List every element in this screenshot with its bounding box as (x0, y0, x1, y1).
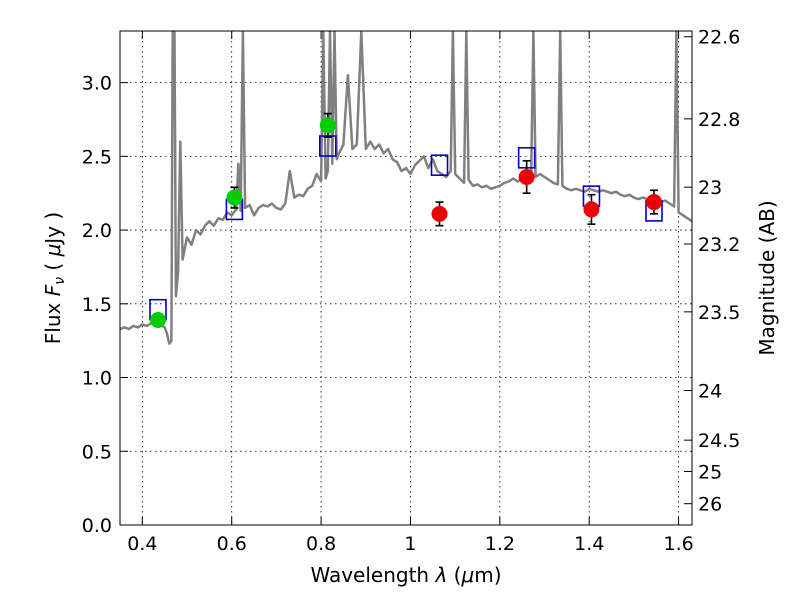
model-spectrum-line (120, 31, 692, 345)
model-photometry-box (430, 154, 449, 176)
axis-ticks: 0.4 0.6 0.8 1 1.2 1.4 1.6 0.0 0.5 1.0 1.5 2.0 2.5 3.0… (82, 27, 741, 555)
x-tick-label: 1.6 (663, 533, 693, 555)
x-axis-title: Wavelength λ (μm) (310, 563, 501, 587)
x-tick-label: 0.6 (217, 533, 247, 555)
y2-tick-label: 22.6 (698, 27, 740, 49)
plot-frame (119, 30, 693, 526)
y2-tick-label: 25 (698, 461, 722, 483)
y2-tick-label: 22.8 (698, 109, 740, 131)
y-tick-label: 3.0 (82, 73, 112, 95)
y-tick-label: 0.0 (82, 515, 112, 537)
grid (120, 31, 692, 526)
observed-point-red (646, 194, 663, 211)
y-tick-label: 1.5 (82, 294, 112, 316)
y2-tick-label: 23.2 (698, 234, 740, 256)
observed-point-green (149, 312, 166, 329)
observed-point-green (319, 117, 336, 134)
y2-tick-label: 23 (698, 177, 722, 199)
observed-point-green (226, 189, 243, 206)
x-tick-label: 0.4 (127, 533, 157, 555)
observed-point-red (518, 168, 535, 185)
x-tick-label: 1 (404, 533, 416, 555)
y2-tick-label: 26 (698, 494, 722, 516)
y-tick-label: 2.0 (82, 220, 112, 242)
observed-points (149, 112, 663, 329)
y-tick-label: 2.5 (82, 146, 112, 168)
x-tick-label: 0.8 (306, 533, 336, 555)
observed-point-red (583, 201, 600, 218)
y2-axis-title: Magnitude (AB) (755, 200, 779, 355)
y-tick-label: 0.5 (82, 441, 112, 463)
x-tick-label: 1.2 (485, 533, 515, 555)
y2-tick-label: 24 (698, 381, 722, 403)
y-tick-label: 1.0 (82, 368, 112, 390)
y2-tick-label: 24.5 (698, 430, 740, 452)
x-tick-label: 1.4 (574, 533, 604, 555)
y-axis-title: Flux Fν ( μJy ) (41, 212, 68, 344)
model-photometry-boxes (149, 135, 663, 321)
observed-point-red (431, 205, 448, 222)
y2-tick-label: 23.5 (698, 302, 740, 324)
